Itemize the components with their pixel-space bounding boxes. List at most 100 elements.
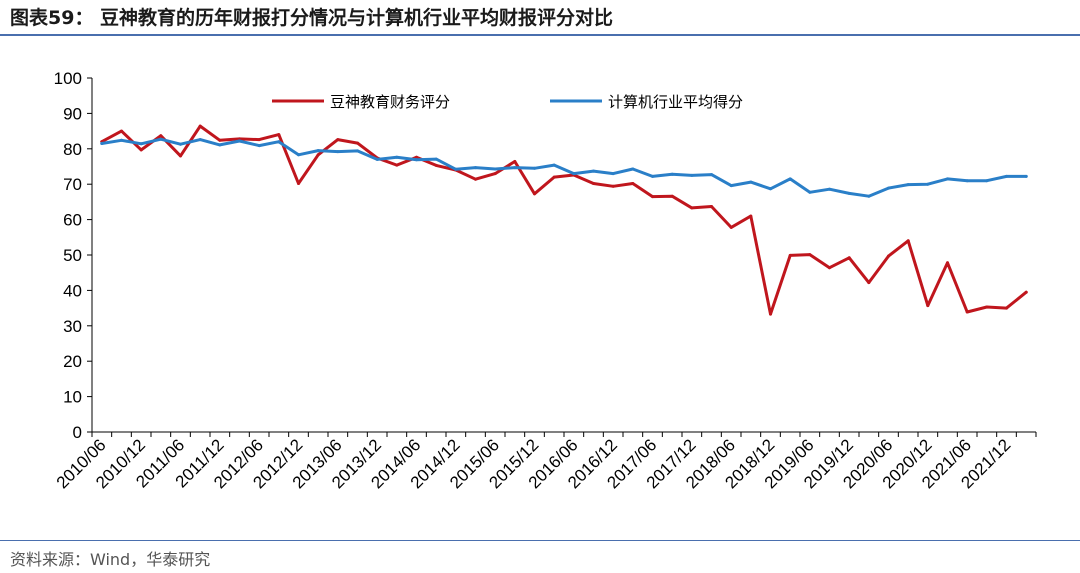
data-point bbox=[847, 256, 851, 260]
data-point bbox=[552, 175, 556, 179]
data-point bbox=[238, 139, 241, 143]
data-point bbox=[769, 187, 772, 191]
figure-title: 图表59： 豆神教育的历年财报打分情况与计算机行业平均财报评分对比 bbox=[10, 7, 614, 29]
data-point bbox=[769, 312, 772, 316]
data-point bbox=[788, 177, 792, 181]
data-point bbox=[139, 148, 143, 152]
data-point bbox=[906, 239, 910, 243]
data-point bbox=[670, 172, 674, 176]
data-point bbox=[710, 205, 713, 208]
data-point bbox=[631, 182, 635, 185]
data-point bbox=[139, 142, 143, 146]
data-point bbox=[670, 194, 674, 198]
data-point bbox=[218, 143, 222, 147]
data-point bbox=[120, 129, 123, 133]
data-point bbox=[277, 133, 281, 137]
data-point bbox=[454, 167, 458, 171]
data-point bbox=[729, 184, 733, 188]
data-point bbox=[985, 305, 989, 309]
y-tick-label: 70 bbox=[63, 175, 82, 194]
data-point bbox=[257, 144, 261, 148]
data-point bbox=[513, 166, 517, 170]
data-point bbox=[198, 138, 202, 142]
data-point bbox=[651, 195, 654, 199]
data-point bbox=[690, 206, 694, 210]
data-point bbox=[1005, 306, 1008, 310]
data-point bbox=[179, 142, 182, 146]
data-point bbox=[336, 150, 340, 154]
data-point bbox=[297, 182, 300, 185]
chart-series bbox=[100, 124, 1028, 316]
y-tick-label: 10 bbox=[63, 388, 82, 407]
legend-label-1: 豆神教育财务评分 bbox=[330, 93, 450, 111]
data-point bbox=[946, 261, 949, 265]
legend-label-2: 计算机行业平均得分 bbox=[608, 93, 743, 111]
y-tick-label: 20 bbox=[63, 352, 82, 371]
y-tick-label: 90 bbox=[63, 104, 82, 123]
data-point bbox=[336, 138, 340, 142]
data-point bbox=[552, 163, 556, 167]
data-point bbox=[356, 141, 359, 145]
top-divider bbox=[0, 34, 1080, 36]
series-line-1 bbox=[100, 124, 1028, 316]
data-point bbox=[965, 179, 969, 183]
y-tick-label: 60 bbox=[63, 211, 82, 230]
data-point bbox=[965, 310, 969, 314]
source-note: 资料来源：Wind，华泰研究 bbox=[10, 550, 211, 569]
data-point bbox=[316, 149, 320, 153]
data-point bbox=[651, 174, 654, 178]
data-point bbox=[592, 169, 595, 173]
data-point bbox=[710, 173, 713, 177]
data-point bbox=[887, 186, 890, 190]
data-point bbox=[926, 182, 930, 186]
data-point bbox=[808, 253, 812, 257]
data-point bbox=[415, 155, 418, 159]
chart-axes: 01020304050607080901002010/062010/122011… bbox=[53, 69, 1037, 492]
data-point bbox=[631, 167, 635, 171]
data-point bbox=[297, 153, 300, 157]
data-point bbox=[611, 172, 615, 176]
data-point bbox=[867, 194, 871, 198]
data-point bbox=[1005, 174, 1008, 178]
data-point bbox=[946, 177, 949, 181]
data-point bbox=[611, 184, 615, 188]
data-point bbox=[415, 158, 418, 162]
chart-legend: 豆神教育财务评分 计算机行业平均得分 bbox=[272, 93, 743, 111]
data-point bbox=[1024, 290, 1028, 294]
data-point bbox=[277, 140, 281, 144]
y-tick-label: 0 bbox=[73, 423, 82, 442]
data-point bbox=[985, 179, 989, 183]
data-point bbox=[179, 154, 182, 158]
series-line-2 bbox=[100, 137, 1028, 198]
data-point bbox=[847, 191, 851, 195]
data-point bbox=[257, 138, 261, 142]
data-point bbox=[474, 166, 477, 170]
data-point bbox=[690, 173, 694, 177]
data-point bbox=[100, 142, 104, 145]
data-point bbox=[316, 153, 320, 157]
data-point bbox=[572, 172, 576, 176]
data-point bbox=[159, 137, 163, 141]
data-point bbox=[1024, 174, 1028, 178]
data-point bbox=[788, 253, 792, 257]
data-point bbox=[395, 155, 399, 159]
data-point bbox=[592, 182, 595, 185]
data-point bbox=[218, 138, 222, 142]
data-point bbox=[828, 187, 831, 191]
data-point bbox=[749, 214, 753, 218]
data-point bbox=[533, 166, 536, 170]
data-point bbox=[533, 192, 536, 196]
data-point bbox=[867, 281, 871, 285]
data-point bbox=[493, 172, 497, 176]
data-point bbox=[808, 190, 812, 194]
data-point bbox=[493, 167, 497, 171]
data-point bbox=[434, 163, 438, 167]
data-point bbox=[926, 304, 930, 308]
data-point bbox=[474, 177, 477, 181]
data-point bbox=[729, 225, 733, 229]
data-point bbox=[513, 160, 517, 163]
data-point bbox=[434, 157, 438, 161]
data-point bbox=[887, 254, 890, 258]
y-tick-label: 100 bbox=[54, 69, 82, 88]
data-point bbox=[395, 163, 399, 167]
